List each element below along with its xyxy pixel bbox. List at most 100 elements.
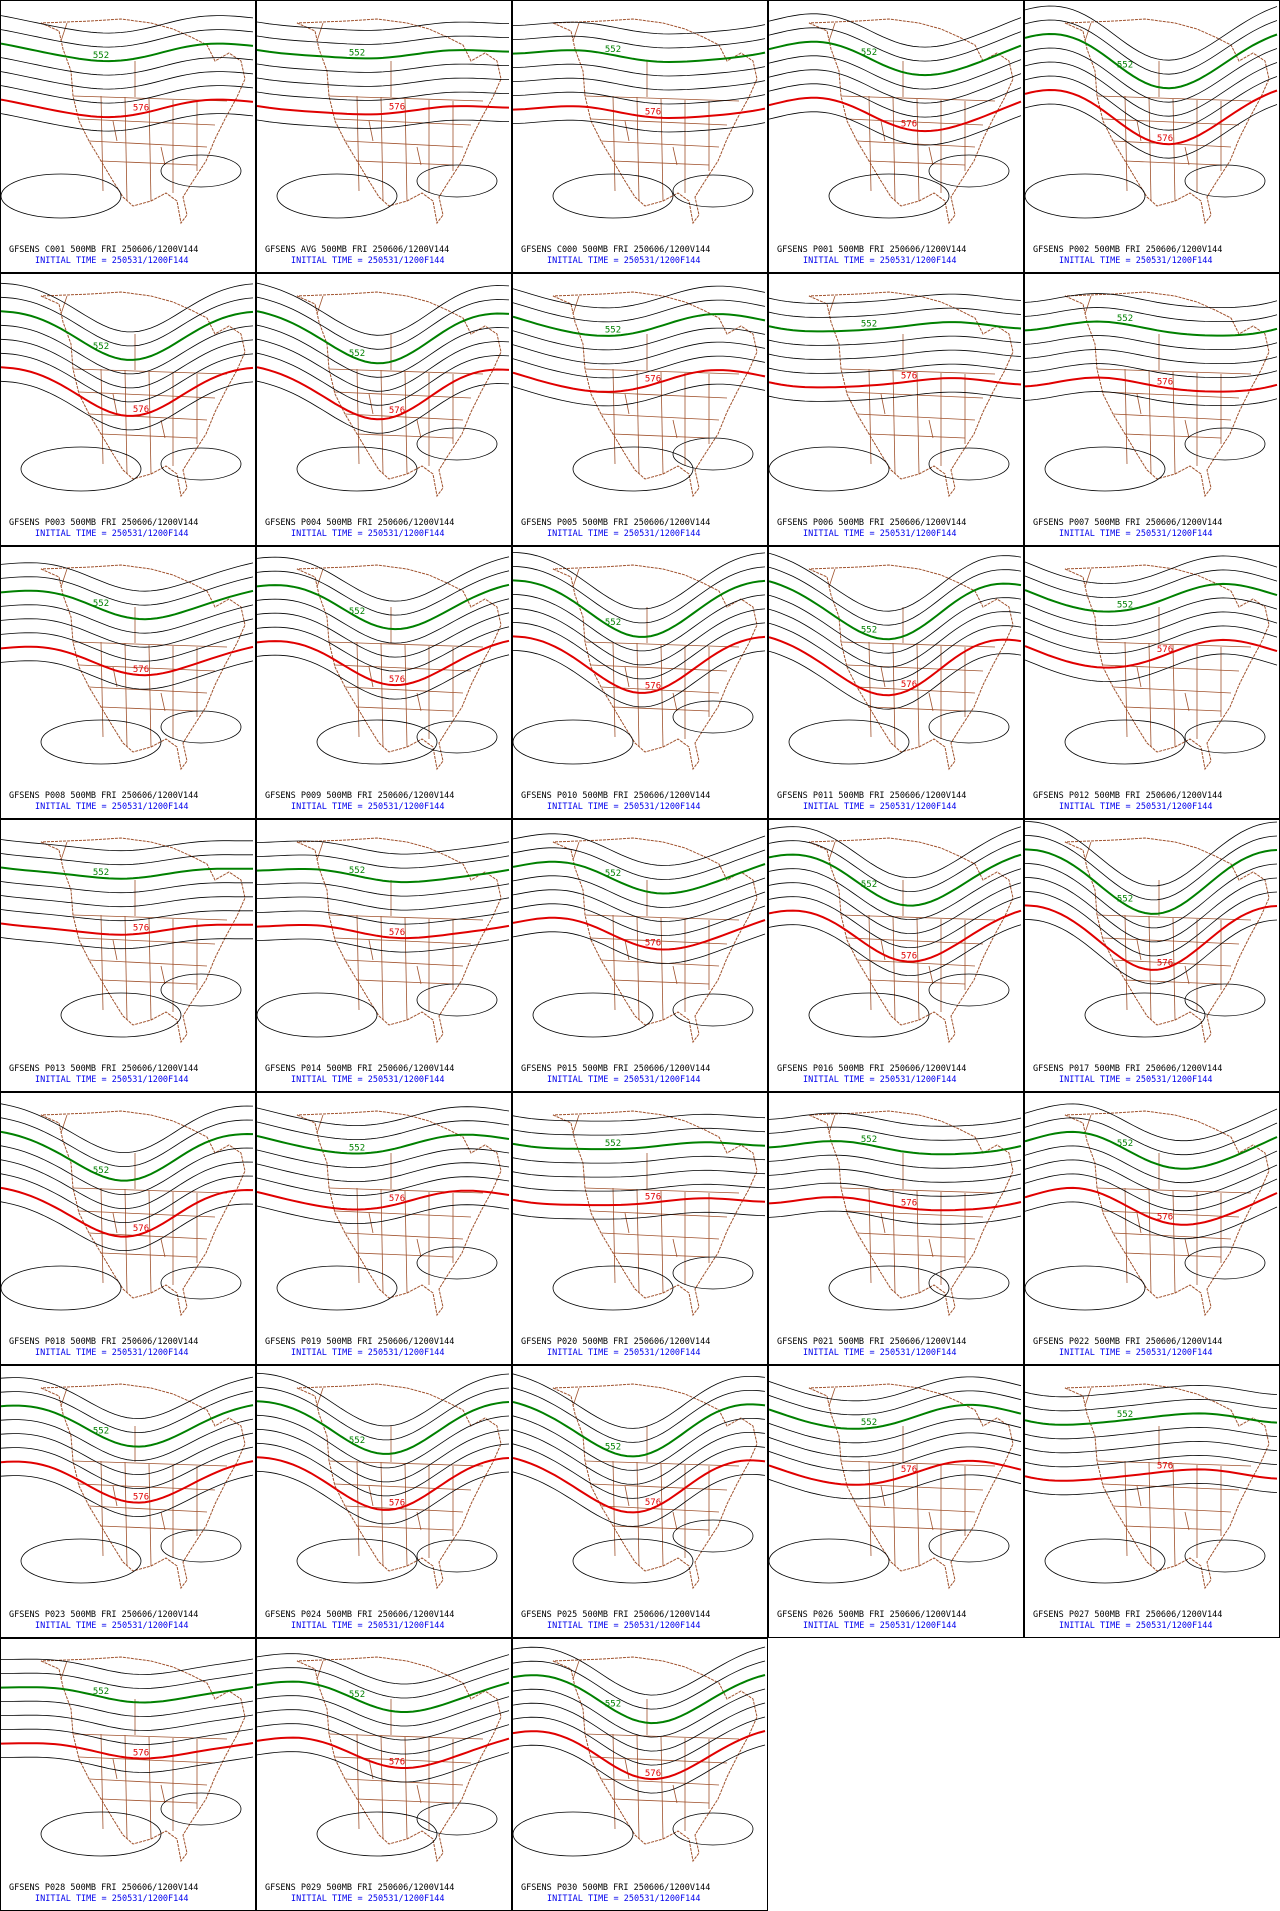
contour [257, 1442, 510, 1497]
contour-label: 552 [605, 869, 621, 879]
contour-label: 552 [861, 1418, 877, 1428]
contour [769, 363, 1022, 374]
state-border [316, 568, 324, 588]
state-border [72, 1733, 228, 1740]
contour-label: 576 [645, 1498, 661, 1508]
contour [1025, 1426, 1278, 1440]
state-border [828, 295, 836, 315]
map: 552 576 GFSENS C001 500MB FRI 250606/1200V… [1, 15, 254, 266]
contour-576 [257, 924, 510, 940]
state-border [160, 965, 166, 985]
contour-552 [1025, 1130, 1278, 1170]
state-border [100, 1187, 104, 1284]
contour [1, 1714, 254, 1731]
contour [513, 889, 766, 922]
state-border [416, 419, 422, 439]
contour-label: 552 [1117, 1139, 1133, 1149]
contour [257, 570, 510, 616]
state-border [868, 1525, 966, 1531]
map-panel: 552 576 GFSENS P015 500MB FRI 250606/1200V… [512, 819, 768, 1092]
contour [769, 1126, 1022, 1141]
initial-time: INITIAL TIME = 250531/1200F144 [803, 529, 957, 539]
contour-label: 552 [861, 1135, 877, 1145]
state-border [1124, 1187, 1128, 1284]
state-border [404, 98, 408, 202]
contour [513, 355, 766, 379]
state-border [612, 706, 710, 712]
map: 552 576 GFSENS P028 500MB FRI 250606/1200V… [1, 1656, 254, 1904]
state-border [584, 95, 740, 102]
panel-title: GFSENS P022 500MB FRI 250606/1200V144 [1033, 1337, 1222, 1347]
state-border [572, 841, 580, 861]
contour [513, 327, 766, 351]
state-border [1172, 371, 1176, 475]
state-border [660, 1736, 664, 1840]
state-border [344, 413, 464, 421]
contour-552 [1, 1404, 254, 1448]
contour [513, 594, 766, 652]
state-border [60, 1387, 68, 1407]
state-border [1124, 1252, 1222, 1258]
coastline [808, 291, 1014, 498]
initial-time: INITIAL TIME = 250531/1200F144 [35, 1621, 189, 1631]
state-border [828, 568, 836, 588]
contour [1025, 1398, 1278, 1412]
state-border [660, 644, 664, 748]
panel-title: GFSENS P005 500MB FRI 250606/1200V144 [521, 518, 710, 528]
contour [1025, 1454, 1278, 1468]
contour-552 [513, 1674, 766, 1725]
state-border [100, 914, 104, 1011]
contour-552 [769, 853, 1022, 907]
state-border [368, 120, 374, 142]
state-border [356, 914, 360, 1011]
state-border [636, 96, 640, 202]
contour [1, 576, 254, 606]
contour-576 [769, 1459, 1022, 1486]
initial-time: INITIAL TIME = 250531/1200F144 [803, 802, 957, 812]
contour [1, 562, 254, 592]
contour [257, 840, 510, 855]
coastline [296, 1656, 502, 1863]
contour [1025, 47, 1278, 103]
state-border [672, 146, 678, 166]
contour-label: 552 [93, 868, 109, 878]
contour-576 [769, 636, 1022, 697]
state-border [112, 393, 118, 415]
contour [1025, 5, 1278, 61]
state-border [840, 641, 996, 648]
initial-time: INITIAL TIME = 250531/1200F144 [547, 1348, 701, 1358]
contour [532, 992, 654, 1038]
contour-576 [257, 366, 510, 421]
initial-time: INITIAL TIME = 250531/1200F144 [1059, 529, 1213, 539]
contour [257, 1120, 510, 1140]
map-panel: 552 576 GFSENS P004 500MB FRI 250606/1200V… [256, 273, 512, 546]
state-border [624, 1485, 630, 1507]
contour-576 [1, 1460, 254, 1504]
state-border [160, 1784, 166, 1804]
contour-label: 576 [645, 682, 661, 692]
contour [513, 35, 766, 49]
state-border [416, 692, 422, 712]
state-border [892, 1188, 896, 1294]
contour [40, 719, 162, 765]
state-border [356, 368, 360, 465]
map-panel: 552 576 GFSENS P019 500MB FRI 250606/1200V… [256, 1092, 512, 1365]
contour [672, 1812, 754, 1846]
state-border [124, 642, 128, 748]
state-border [334, 1210, 472, 1218]
state-border [880, 393, 886, 415]
state-border [1148, 369, 1152, 475]
coastline [1064, 564, 1270, 771]
contour [769, 552, 1022, 612]
state-border [416, 1511, 422, 1531]
state-border [892, 1461, 896, 1567]
panel-title: GFSENS P019 500MB FRI 250606/1200V144 [265, 1337, 454, 1347]
state-border [612, 1733, 616, 1830]
contour [257, 1709, 510, 1741]
state-border [60, 841, 68, 861]
contour [257, 1653, 510, 1685]
contour-label: 576 [1157, 1462, 1173, 1472]
initial-time: INITIAL TIME = 250531/1200F144 [291, 1894, 445, 1904]
state-border [1184, 146, 1190, 166]
state-border [868, 1460, 872, 1557]
